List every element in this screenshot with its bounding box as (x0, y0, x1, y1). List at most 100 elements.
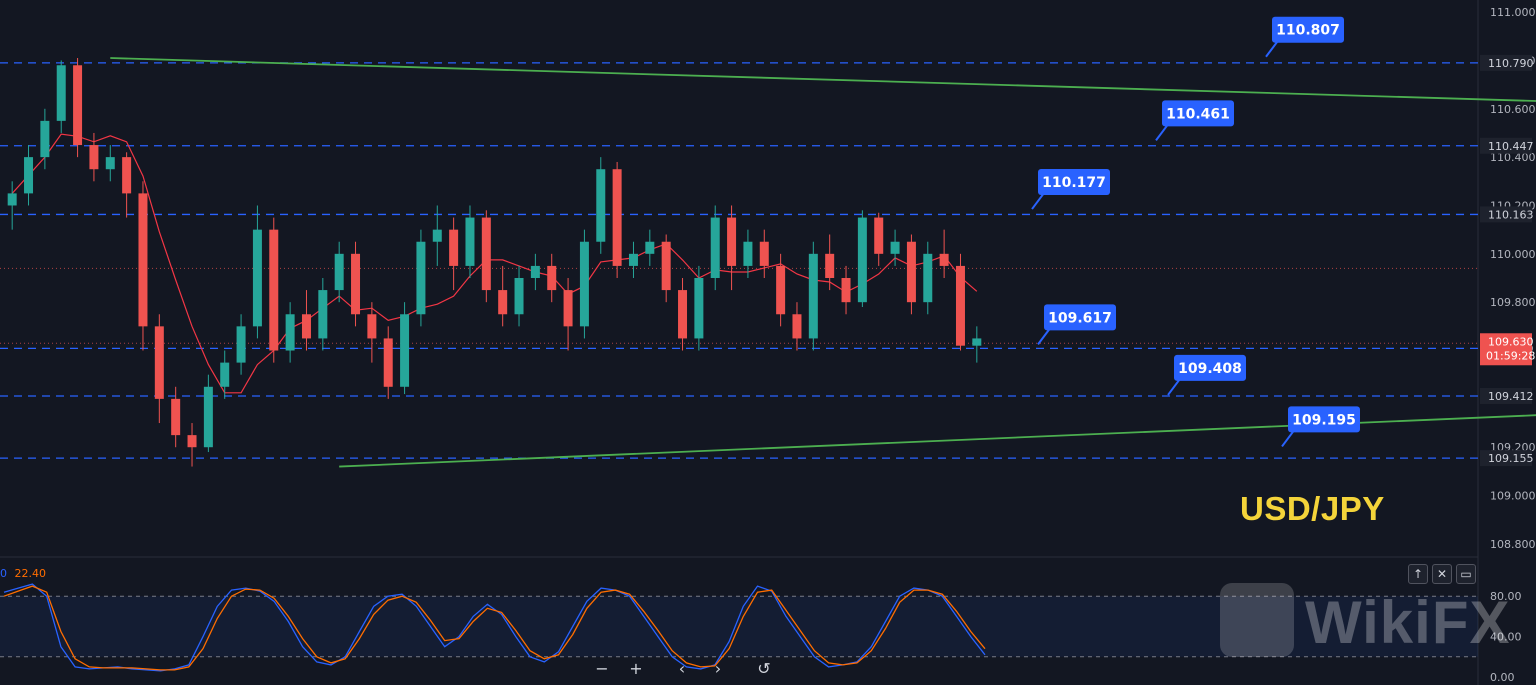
candle-body (236, 326, 246, 363)
candle-body (138, 193, 148, 327)
candle-body (220, 362, 230, 387)
callout-badge (1044, 304, 1116, 331)
candle-body (334, 253, 344, 291)
level-label: 110.163 (1488, 208, 1534, 221)
trendline (339, 414, 1536, 468)
candle-body (416, 241, 426, 315)
candle-body (122, 157, 132, 194)
candle-body (432, 229, 442, 242)
candle-body (939, 253, 949, 266)
candle-body (694, 278, 704, 339)
candle-body (792, 314, 802, 339)
y-tick-label: 111.000 (1490, 6, 1536, 19)
callout-pointer (1031, 192, 1045, 210)
level-label-bg (1480, 137, 1532, 154)
scroll-left-button[interactable]: ‹ (678, 659, 686, 678)
candle-body (383, 338, 393, 387)
stochastic-d-line (3, 585, 986, 671)
callout-badge (1174, 354, 1246, 381)
level-label-bg (1480, 54, 1532, 71)
candle-body (808, 253, 818, 339)
y-tick-label: 109.000 (1490, 490, 1536, 503)
trendline (110, 57, 1536, 102)
candle-body (825, 253, 835, 278)
callout-label: 109.617 (1048, 310, 1112, 326)
wikifx-logo-icon (1220, 583, 1294, 657)
candle-body (547, 265, 557, 291)
y-tick-label: 110.600 (1490, 103, 1536, 116)
candle-body (367, 314, 377, 339)
y-tick-label: 109.800 (1490, 296, 1536, 309)
candle-body (710, 217, 720, 278)
current-price-label: 109.630 (1488, 335, 1534, 348)
y-tick-label: 110.000 (1490, 248, 1536, 261)
candle-body (89, 145, 99, 170)
callout-label: 109.408 (1178, 361, 1242, 377)
candle-body (351, 253, 361, 315)
candle-body (628, 253, 638, 266)
oscillator-legend: 0 22.40 (0, 567, 46, 580)
level-label: 109.412 (1488, 390, 1534, 403)
candle-body (874, 217, 884, 254)
callout-pointer (1155, 123, 1169, 141)
candle-body (759, 241, 769, 266)
candle-body (465, 217, 475, 266)
candle-body (24, 157, 34, 194)
level-label: 109.155 (1488, 452, 1534, 465)
candle-body (678, 290, 688, 339)
callout-label: 110.807 (1276, 23, 1340, 39)
candle-body (203, 386, 213, 448)
candle-body (498, 290, 508, 315)
candle-body (645, 241, 655, 254)
candle-body (890, 241, 900, 254)
pane-maximize-button[interactable]: ▭ (1456, 564, 1476, 584)
candle-body (923, 253, 933, 303)
candle-body (105, 157, 115, 170)
candle-body (906, 241, 916, 303)
y-tick-label: 110.400 (1490, 151, 1536, 164)
watermark-text: WikiFX (1305, 589, 1511, 656)
current-price-badge (1480, 333, 1532, 366)
candle-body (596, 169, 606, 242)
callout-label: 109.195 (1292, 412, 1356, 428)
callout-badge (1038, 169, 1110, 196)
candle-body (449, 229, 459, 266)
callout-label: 110.461 (1166, 106, 1230, 122)
candle-body (841, 278, 851, 303)
candle-body (955, 265, 965, 346)
oscillator-tick-label: 80.00 (1490, 590, 1522, 603)
candle-body (154, 326, 164, 399)
candle-body (400, 314, 410, 387)
level-label-bg (1480, 450, 1532, 467)
candle-body (56, 65, 66, 121)
candle-body (252, 229, 262, 327)
candle-body (73, 65, 83, 146)
zoom-in-button[interactable]: + (629, 659, 643, 678)
callout-badge (1288, 406, 1360, 433)
candle-body (776, 265, 786, 315)
callout-pointer (1167, 378, 1181, 396)
countdown-label: 01:59:28 (1486, 349, 1535, 362)
scroll-right-button[interactable]: › (714, 659, 722, 678)
callout-badge (1162, 100, 1234, 127)
candle-body (301, 314, 311, 339)
callout-badge (1272, 16, 1344, 43)
candle-body (318, 290, 328, 339)
reset-chart-button[interactable]: ↺ (757, 659, 771, 678)
candle-body (727, 217, 737, 266)
callout-pointer (1281, 429, 1295, 448)
candle-body (7, 193, 17, 206)
candle-body (857, 217, 867, 303)
candle-body (661, 241, 671, 291)
level-label: 110.790 (1488, 57, 1534, 70)
pane-up-button[interactable]: ↑ (1408, 564, 1428, 584)
zoom-out-button[interactable]: − (595, 659, 609, 678)
candle-body (612, 169, 622, 266)
pane-close-button[interactable]: ✕ (1432, 564, 1452, 584)
candle-body (579, 241, 589, 327)
candle-body (285, 314, 295, 351)
candle-body (563, 290, 573, 327)
